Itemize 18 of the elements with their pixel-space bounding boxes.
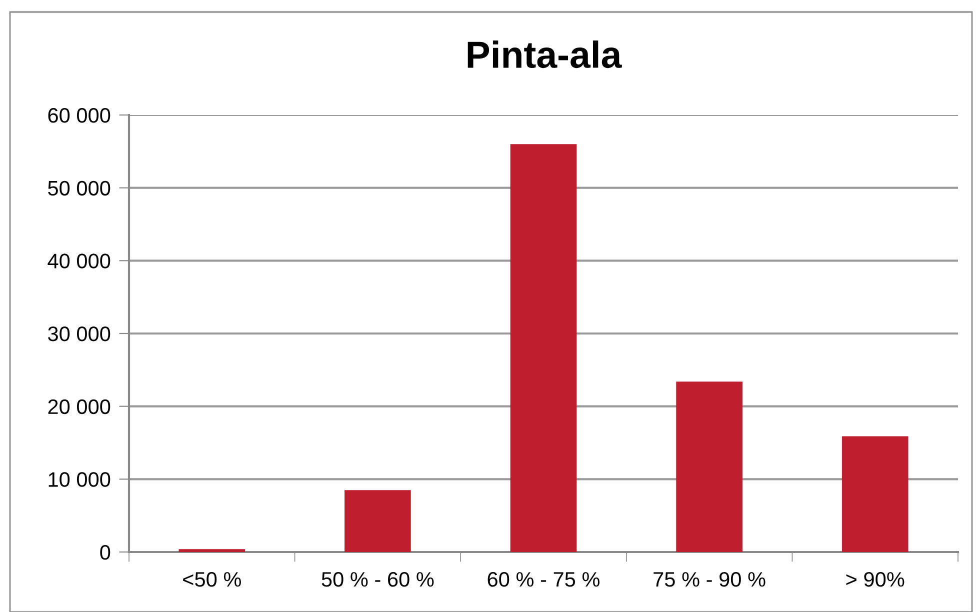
x-tick-label: 60 % - 75 % xyxy=(488,572,600,587)
x-tick-label: <50 % xyxy=(183,572,241,587)
y-tick-label: 20 000 xyxy=(48,399,110,414)
bar xyxy=(178,549,246,552)
bar xyxy=(842,436,908,552)
bar xyxy=(676,382,742,552)
y-tick-label: 50 000 xyxy=(48,180,110,196)
x-tick-label: > 90% xyxy=(846,572,904,587)
y-tick-label: 60 000 xyxy=(48,108,110,123)
x-tick-label: 75 % - 90 % xyxy=(654,572,766,587)
y-tick-label: 10 000 xyxy=(48,472,110,487)
x-tick-label: 50 % - 60 % xyxy=(322,572,434,587)
y-tick-label: 30 000 xyxy=(48,326,110,342)
bar xyxy=(344,490,411,552)
y-tick-label: 40 000 xyxy=(48,254,110,268)
bar xyxy=(510,144,577,552)
chart-title: Pinta-ala xyxy=(468,40,622,68)
y-tick-label: 0 xyxy=(100,545,110,560)
